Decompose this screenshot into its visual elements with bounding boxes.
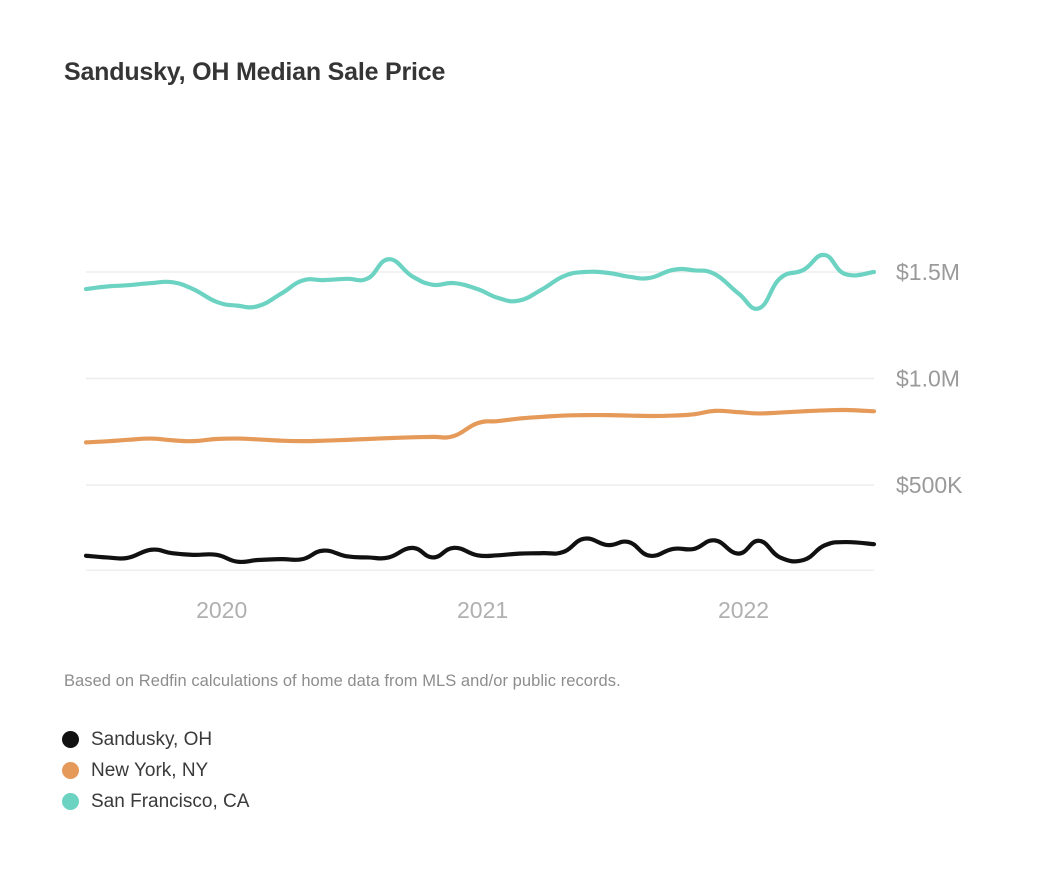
chart-plot-area: $1.5M $1.0M $500K 2020 2021 2022 — [83, 252, 963, 623]
legend-item-label: San Francisco, CA — [91, 790, 250, 812]
legend-item[interactable]: Sandusky, OH — [62, 724, 249, 755]
series-line-san-francisco-ca — [83, 252, 877, 311]
y-axis-tick-label: $500K — [896, 472, 963, 498]
legend-color-dot-icon — [62, 731, 79, 748]
legend-color-dot-icon — [62, 793, 79, 810]
y-axis-tick-labels: $1.5M $1.0M $500K — [896, 259, 963, 498]
series-line-sandusky-oh — [83, 536, 877, 565]
x-axis-tick-label: 2022 — [718, 597, 769, 623]
chart-footnote: Based on Redfin calculations of home dat… — [64, 672, 621, 690]
x-axis-tick-label: 2020 — [196, 597, 247, 623]
legend-item[interactable]: San Francisco, CA — [62, 786, 249, 817]
legend-color-dot-icon — [62, 762, 79, 779]
y-axis-tick-label: $1.0M — [896, 366, 960, 392]
x-axis-tick-labels: 2020 2021 2022 — [196, 597, 769, 623]
y-axis-tick-label: $1.5M — [896, 259, 960, 285]
legend-item[interactable]: New York, NY — [62, 755, 249, 786]
x-axis-tick-label: 2021 — [457, 597, 508, 623]
legend-item-label: New York, NY — [91, 759, 209, 781]
series-lines — [83, 252, 877, 565]
legend-item-label: Sandusky, OH — [91, 728, 213, 750]
page-title: Sandusky, OH Median Sale Price — [64, 58, 446, 86]
gridlines — [86, 271, 874, 571]
series-line-new-york-ny — [83, 407, 877, 445]
line-chart-svg: $1.5M $1.0M $500K 2020 2021 2022 — [83, 252, 963, 623]
chart-legend: Sandusky, OH New York, NY San Francisco, C… — [62, 724, 249, 817]
